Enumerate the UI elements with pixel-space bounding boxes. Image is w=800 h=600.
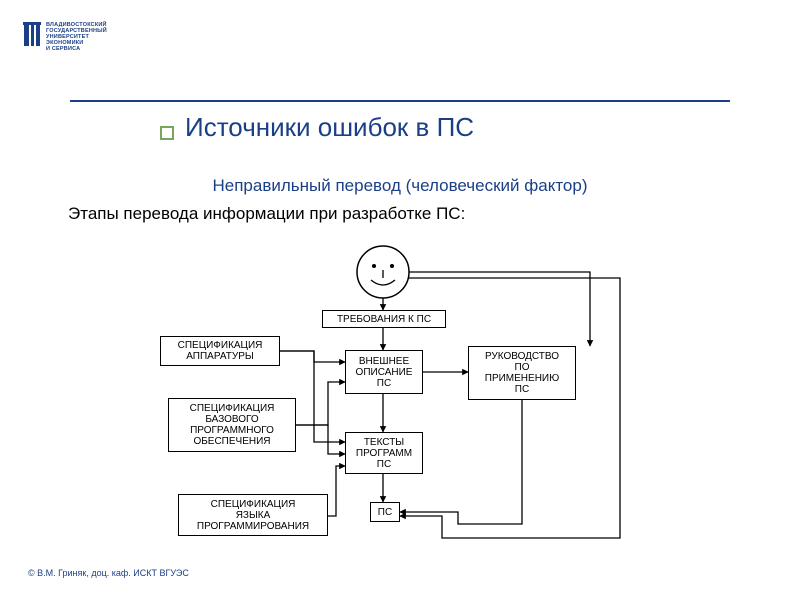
footer-copyright: © В.М. Гриняк, доц. каф. ИСКТ ВГУЭС [28, 568, 189, 578]
node-texts: ТЕКСТЫПРОГРАММПС [345, 432, 423, 474]
logo-text: ВЛАДИВОСТОКСКИЙГОСУДАРСТВЕННЫЙУНИВЕРСИТЕ… [46, 22, 107, 52]
node-hw: СПЕЦИФИКАЦИЯАППАРАТУРЫ [160, 336, 280, 366]
edge-hw-right-to-ext-left-upper [280, 351, 345, 362]
node-ps: ПС [370, 502, 400, 522]
edge-sw-right-to-ext-left-lower [296, 382, 345, 425]
slide: ВЛАДИВОСТОКСКИЙГОСУДАРСТВЕННЫЙУНИВЕРСИТЕ… [0, 0, 800, 600]
title-rule [70, 100, 730, 102]
subtitle: Неправильный перевод (человеческий факто… [0, 176, 800, 196]
page-title: Источники ошибок в ПС [185, 112, 474, 143]
flow-diagram: ТРЕБОВАНИЯ К ПС ВНЕШНЕЕОПИСАНИЕПС СПЕЦИФИК… [150, 238, 690, 548]
node-lang: СПЕЦИФИКАЦИЯЯЗЫКАПРОГРАММИРОВАНИЯ [178, 494, 328, 536]
node-sw: СПЕЦИФИКАЦИЯБАЗОВОГОПРОГРАММНОГООБЕСПЕЧЕ… [168, 398, 296, 452]
node-req: ТРЕБОВАНИЯ К ПС [322, 310, 446, 328]
title-bullet-icon [160, 126, 174, 140]
logo-mark-icon [22, 22, 42, 48]
node-manual: РУКОВОДСТВОПОПРИМЕНЕНИЮПС [468, 346, 576, 400]
caption: Этапы перевода информации при разработке… [68, 204, 465, 224]
edge-face-right-a-to-manual-feedback [409, 272, 590, 346]
logo: ВЛАДИВОСТОКСКИЙГОСУДАРСТВЕННЫЙУНИВЕРСИТЕ… [22, 22, 107, 52]
node-ext: ВНЕШНЕЕОПИСАНИЕПС [345, 350, 423, 394]
edge-sw-right-to-texts-left-mid [296, 425, 345, 454]
edge-lang-right-to-texts-left-lower [328, 466, 345, 516]
